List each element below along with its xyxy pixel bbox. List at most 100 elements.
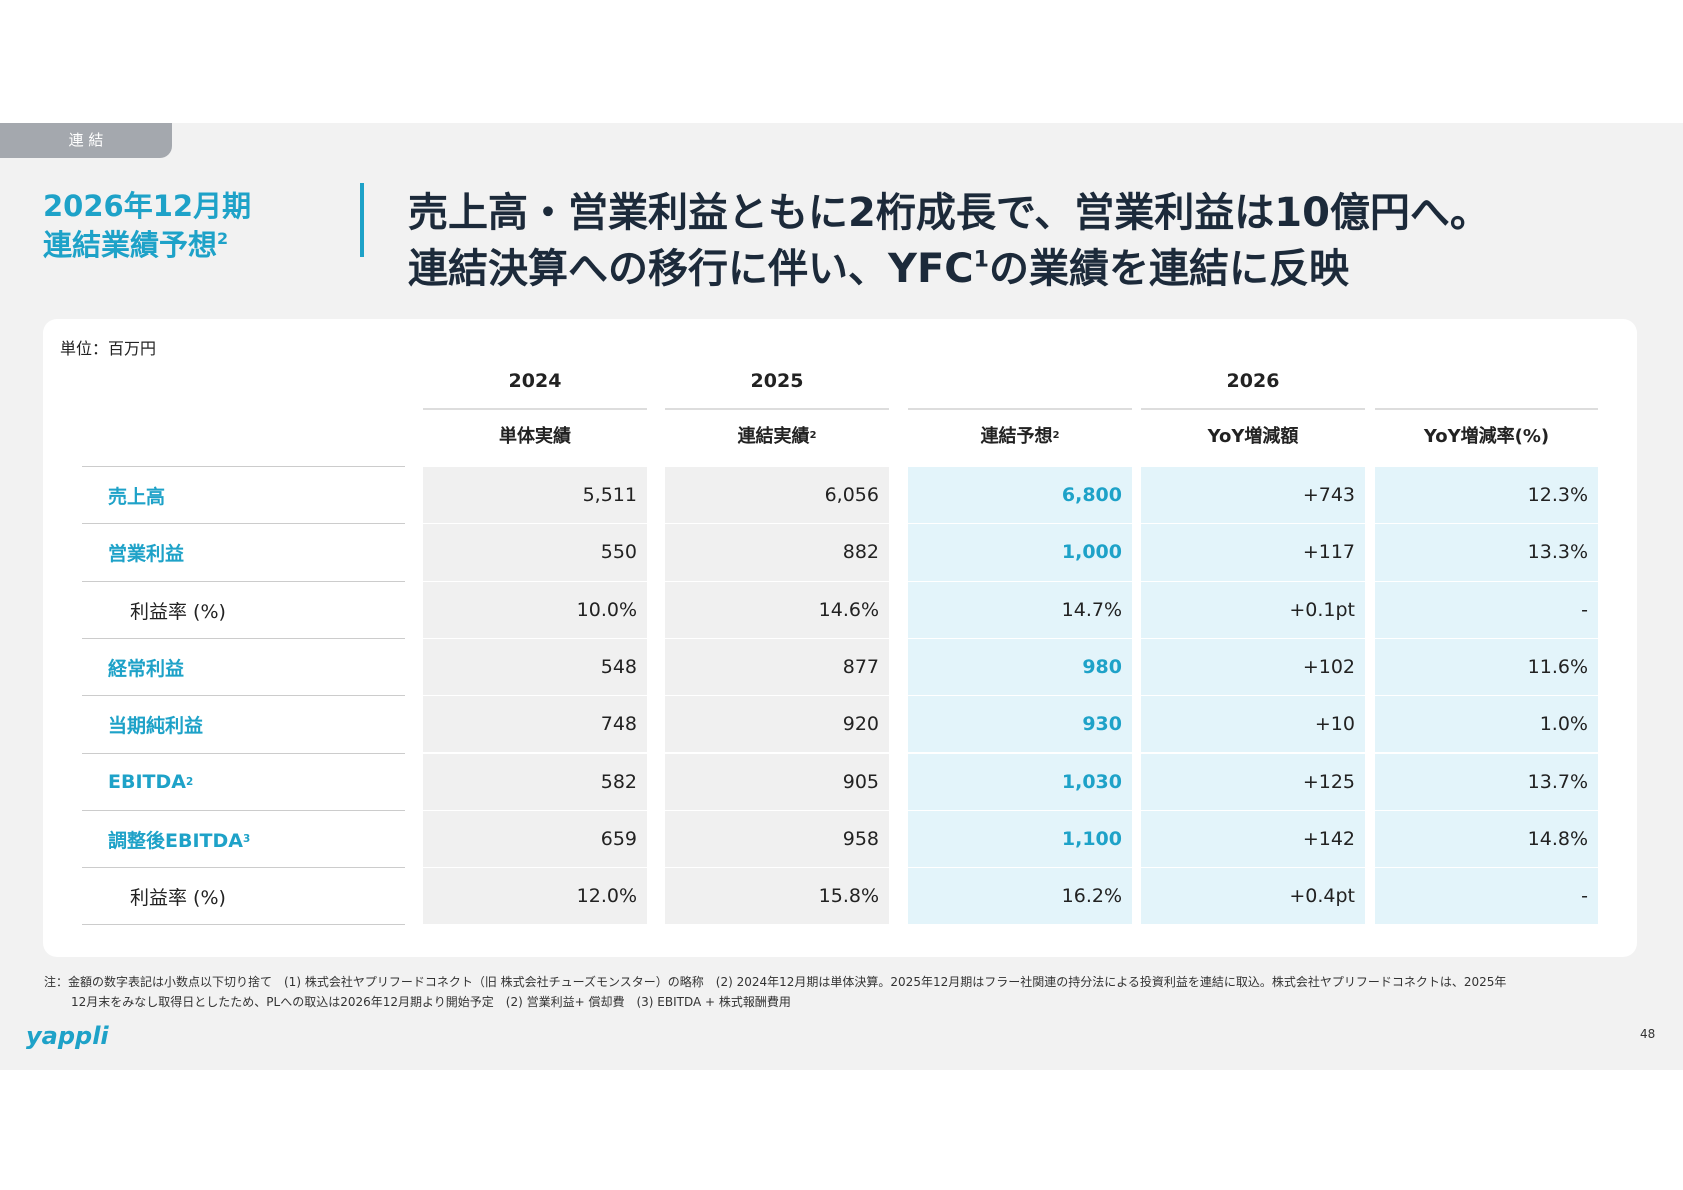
row-label: 利益率 (%) [130,868,423,925]
cell: 1,000 [908,524,1132,581]
footnote: 12月末をみなし取得日としたため、PLへの取込は2026年12月期より開始予定 … [71,995,791,1009]
header-rule [908,408,1132,410]
row-label: 調整後EBITDA 3 [108,811,401,868]
row-label: 当期純利益 [108,696,401,753]
header-rule [423,408,647,410]
cell: 13.7% [1375,753,1598,810]
footnote: 注：金額の数字表記は小数点以下切り捨て (1) 株式会社ヤプリフードコネクト（旧… [44,975,1507,989]
cell: 659 [423,810,647,868]
row-label-text: 営業利益 [108,543,185,566]
headline-text: の業績を連結に反映 [988,246,1349,292]
cell: 920 [665,696,889,753]
row-label-text: 売上高 [108,486,166,509]
row-label: 利益率 (%) [130,582,423,639]
cell: 582 [423,753,647,810]
superscript: 3 [242,833,251,846]
column-header: 連結予想 2 [908,420,1132,450]
row-rule [82,867,405,869]
year-header: 2026 [1226,370,1280,392]
cell: 748 [423,696,647,753]
row-label: 経常利益 [108,639,401,696]
cell: +0.1pt [1141,581,1365,638]
superscript: 2 [185,776,194,789]
cell: 6,056 [665,467,889,524]
cell: 10.0% [423,581,647,638]
heading-period: 2026年12月期 [43,189,252,223]
row-rule [82,752,405,754]
cell: +743 [1141,467,1365,524]
row-label-text: 利益率 (%) [130,887,226,910]
header-rule [665,408,889,410]
cell: +117 [1141,524,1365,581]
heading-subject-text: 連結業績予想 [43,228,218,262]
row-label: 売上高 [108,467,401,524]
year-header: 2025 [750,370,804,392]
cell: 877 [665,638,889,696]
cell: +125 [1141,753,1365,810]
cell: 1,100 [908,810,1132,868]
cell: 15.8% [665,868,889,925]
row-rule [82,523,405,525]
column-header: 単体実績 [423,420,647,450]
cell: 5,511 [423,467,647,524]
cell: 14.7% [908,581,1132,638]
cell: 550 [423,524,647,581]
column-header: YoY増減額 [1141,420,1365,450]
cell: +0.4pt [1141,868,1365,925]
cell: 12.0% [423,868,647,925]
year-header: 2024 [508,370,562,392]
column-header: YoY増減率(%) [1375,420,1598,450]
superscript: 2 [1052,429,1060,441]
cell: 1.0% [1375,696,1598,753]
row-rule [82,809,405,811]
column-header-text: 連結実績 [737,426,810,447]
headline-text: 連結決算への移行に伴い、YFC [408,246,974,292]
cell: 6,800 [908,467,1132,524]
row-rule [82,924,405,926]
superscript: 2 [809,429,817,441]
cell: 882 [665,524,889,581]
tab: 連 結 [0,123,172,158]
row-label-text: EBITDA [108,771,186,794]
superscript: 2 [217,228,229,248]
row-label-text: 利益率 (%) [130,600,226,623]
cell: 14.6% [665,581,889,638]
cell: 548 [423,638,647,696]
cell: - [1375,868,1598,925]
cell: 11.6% [1375,638,1598,696]
cell: 930 [908,696,1132,753]
unit: 単位：百万円 [60,339,157,358]
column-header-text: 連結予想 [980,426,1053,447]
row-label-text: 経常利益 [108,658,185,681]
divider [360,183,364,257]
cell: 14.8% [1375,810,1598,868]
superscript: 1 [973,247,989,273]
column-header-text: YoY増減額 [1207,426,1299,447]
heading-subject: 連結業績予想2 [43,222,228,264]
row-label: 営業利益 [108,524,401,581]
row-rule [82,637,405,639]
cell: +102 [1141,638,1365,696]
cell: - [1375,581,1598,638]
cell: 1,030 [908,753,1132,810]
row-label-text: 調整後EBITDA [108,829,243,852]
column-header: 連結実績 2 [665,420,889,450]
row-rule [82,695,405,697]
headline-line: 連結決算への移行に伴い、YFC1の業績を連結に反映 [408,236,1349,294]
cell: 980 [908,638,1132,696]
row-rule [82,466,405,467]
headline-line: 売上高・営業利益ともに2桁成長で、営業利益は10億円へ。 [408,190,1490,236]
cell: 13.3% [1375,524,1598,581]
row-rule [82,580,405,582]
cell: 16.2% [908,868,1132,925]
row-label: EBITDA 2 [108,754,401,811]
column-header-text: YoY増減率(%) [1423,426,1550,447]
cell: 905 [665,753,889,810]
row-label-text: 当期純利益 [108,715,204,738]
header-rule [1375,408,1598,410]
column-header-text: 単体実績 [499,426,571,447]
cell: 958 [665,810,889,868]
cell: 12.3% [1375,467,1598,524]
logo: yappli [26,1022,109,1050]
